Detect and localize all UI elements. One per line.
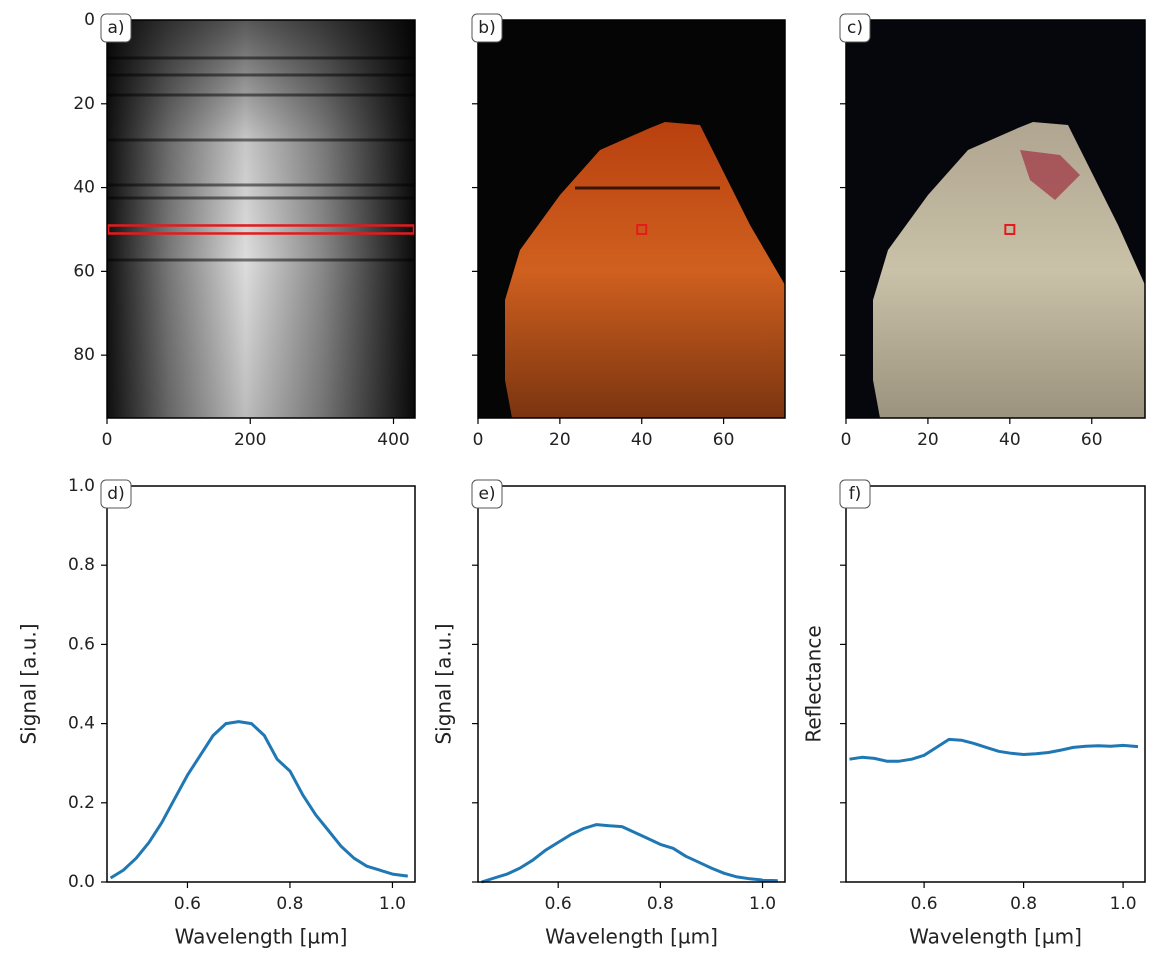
y-tick-label: 0.0 <box>68 872 95 892</box>
y-tick-label: 80 <box>73 345 95 365</box>
image-b <box>478 20 785 418</box>
y-axis-label: Reflectance <box>802 625 826 742</box>
x-tick-label: 1.0 <box>1110 894 1137 914</box>
panel-label-box <box>100 13 132 43</box>
x-tick-label: 60 <box>1081 430 1103 450</box>
line <box>109 720 408 880</box>
x-tick-label: 0.8 <box>647 894 674 914</box>
panel-label: a) <box>107 18 124 38</box>
panel-label: c) <box>847 18 863 38</box>
x-tick-label: 0.8 <box>276 894 303 914</box>
y-axis-label: Signal [a.u.] <box>432 623 456 744</box>
axes-frame <box>477 19 786 419</box>
x-tick-label: 0 <box>841 430 852 450</box>
y-tick-label: 0.2 <box>68 793 95 813</box>
x-tick-label: 200 <box>234 430 266 450</box>
x-axis-label: Wavelength [µm] <box>545 925 718 949</box>
y-axis-label: Signal [a.u.] <box>17 623 41 744</box>
x-tick-label: 400 <box>377 430 409 450</box>
x-tick-label: 40 <box>631 430 653 450</box>
x-tick-label: 0.8 <box>1010 894 1037 914</box>
panel-label: e) <box>478 484 495 504</box>
marker-pixel <box>1004 223 1016 235</box>
image-c <box>846 20 1145 418</box>
y-tick-label: 20 <box>73 94 95 114</box>
x-tick-label: 20 <box>549 430 571 450</box>
panel-label-box <box>839 479 871 509</box>
panel-label: f) <box>849 484 862 504</box>
y-tick-label: 1.0 <box>68 476 95 496</box>
x-tick-label: 60 <box>713 430 735 450</box>
axes-frame <box>845 485 1146 883</box>
x-tick-label: 0 <box>102 430 113 450</box>
x-tick-label: 40 <box>999 430 1021 450</box>
marker-pixel <box>636 223 648 235</box>
y-tick-label: 0.6 <box>68 634 95 654</box>
y-tick-label: 0 <box>84 10 95 30</box>
x-axis-label: Wavelength [µm] <box>909 925 1082 949</box>
y-tick-label: 40 <box>73 178 95 198</box>
x-tick-label: 1.0 <box>379 894 406 914</box>
x-tick-label: 0.6 <box>911 894 938 914</box>
x-tick-label: 0 <box>473 430 484 450</box>
x-axis-label: Wavelength [µm] <box>175 925 348 949</box>
y-tick-label: 60 <box>73 261 95 281</box>
panel-label-box <box>100 479 132 509</box>
x-tick-label: 20 <box>917 430 939 450</box>
x-tick-label: 0.6 <box>545 894 572 914</box>
axes-frame <box>845 19 1146 419</box>
axes-frame <box>477 485 786 883</box>
panel-label-box <box>839 13 871 43</box>
x-tick-label: 0.6 <box>174 894 201 914</box>
axes-frame <box>106 485 416 883</box>
image-a <box>107 20 415 418</box>
panel-label: d) <box>107 484 124 504</box>
axes-frame <box>106 19 416 419</box>
marker-row <box>106 224 416 235</box>
x-tick-label: 1.0 <box>749 894 776 914</box>
panel-label: b) <box>478 18 495 38</box>
line <box>481 823 778 884</box>
y-tick-label: 0.4 <box>68 714 95 734</box>
y-tick-label: 0.8 <box>68 555 95 575</box>
line <box>849 737 1139 763</box>
panel-label-box <box>471 479 503 509</box>
panel-label-box <box>471 13 503 43</box>
